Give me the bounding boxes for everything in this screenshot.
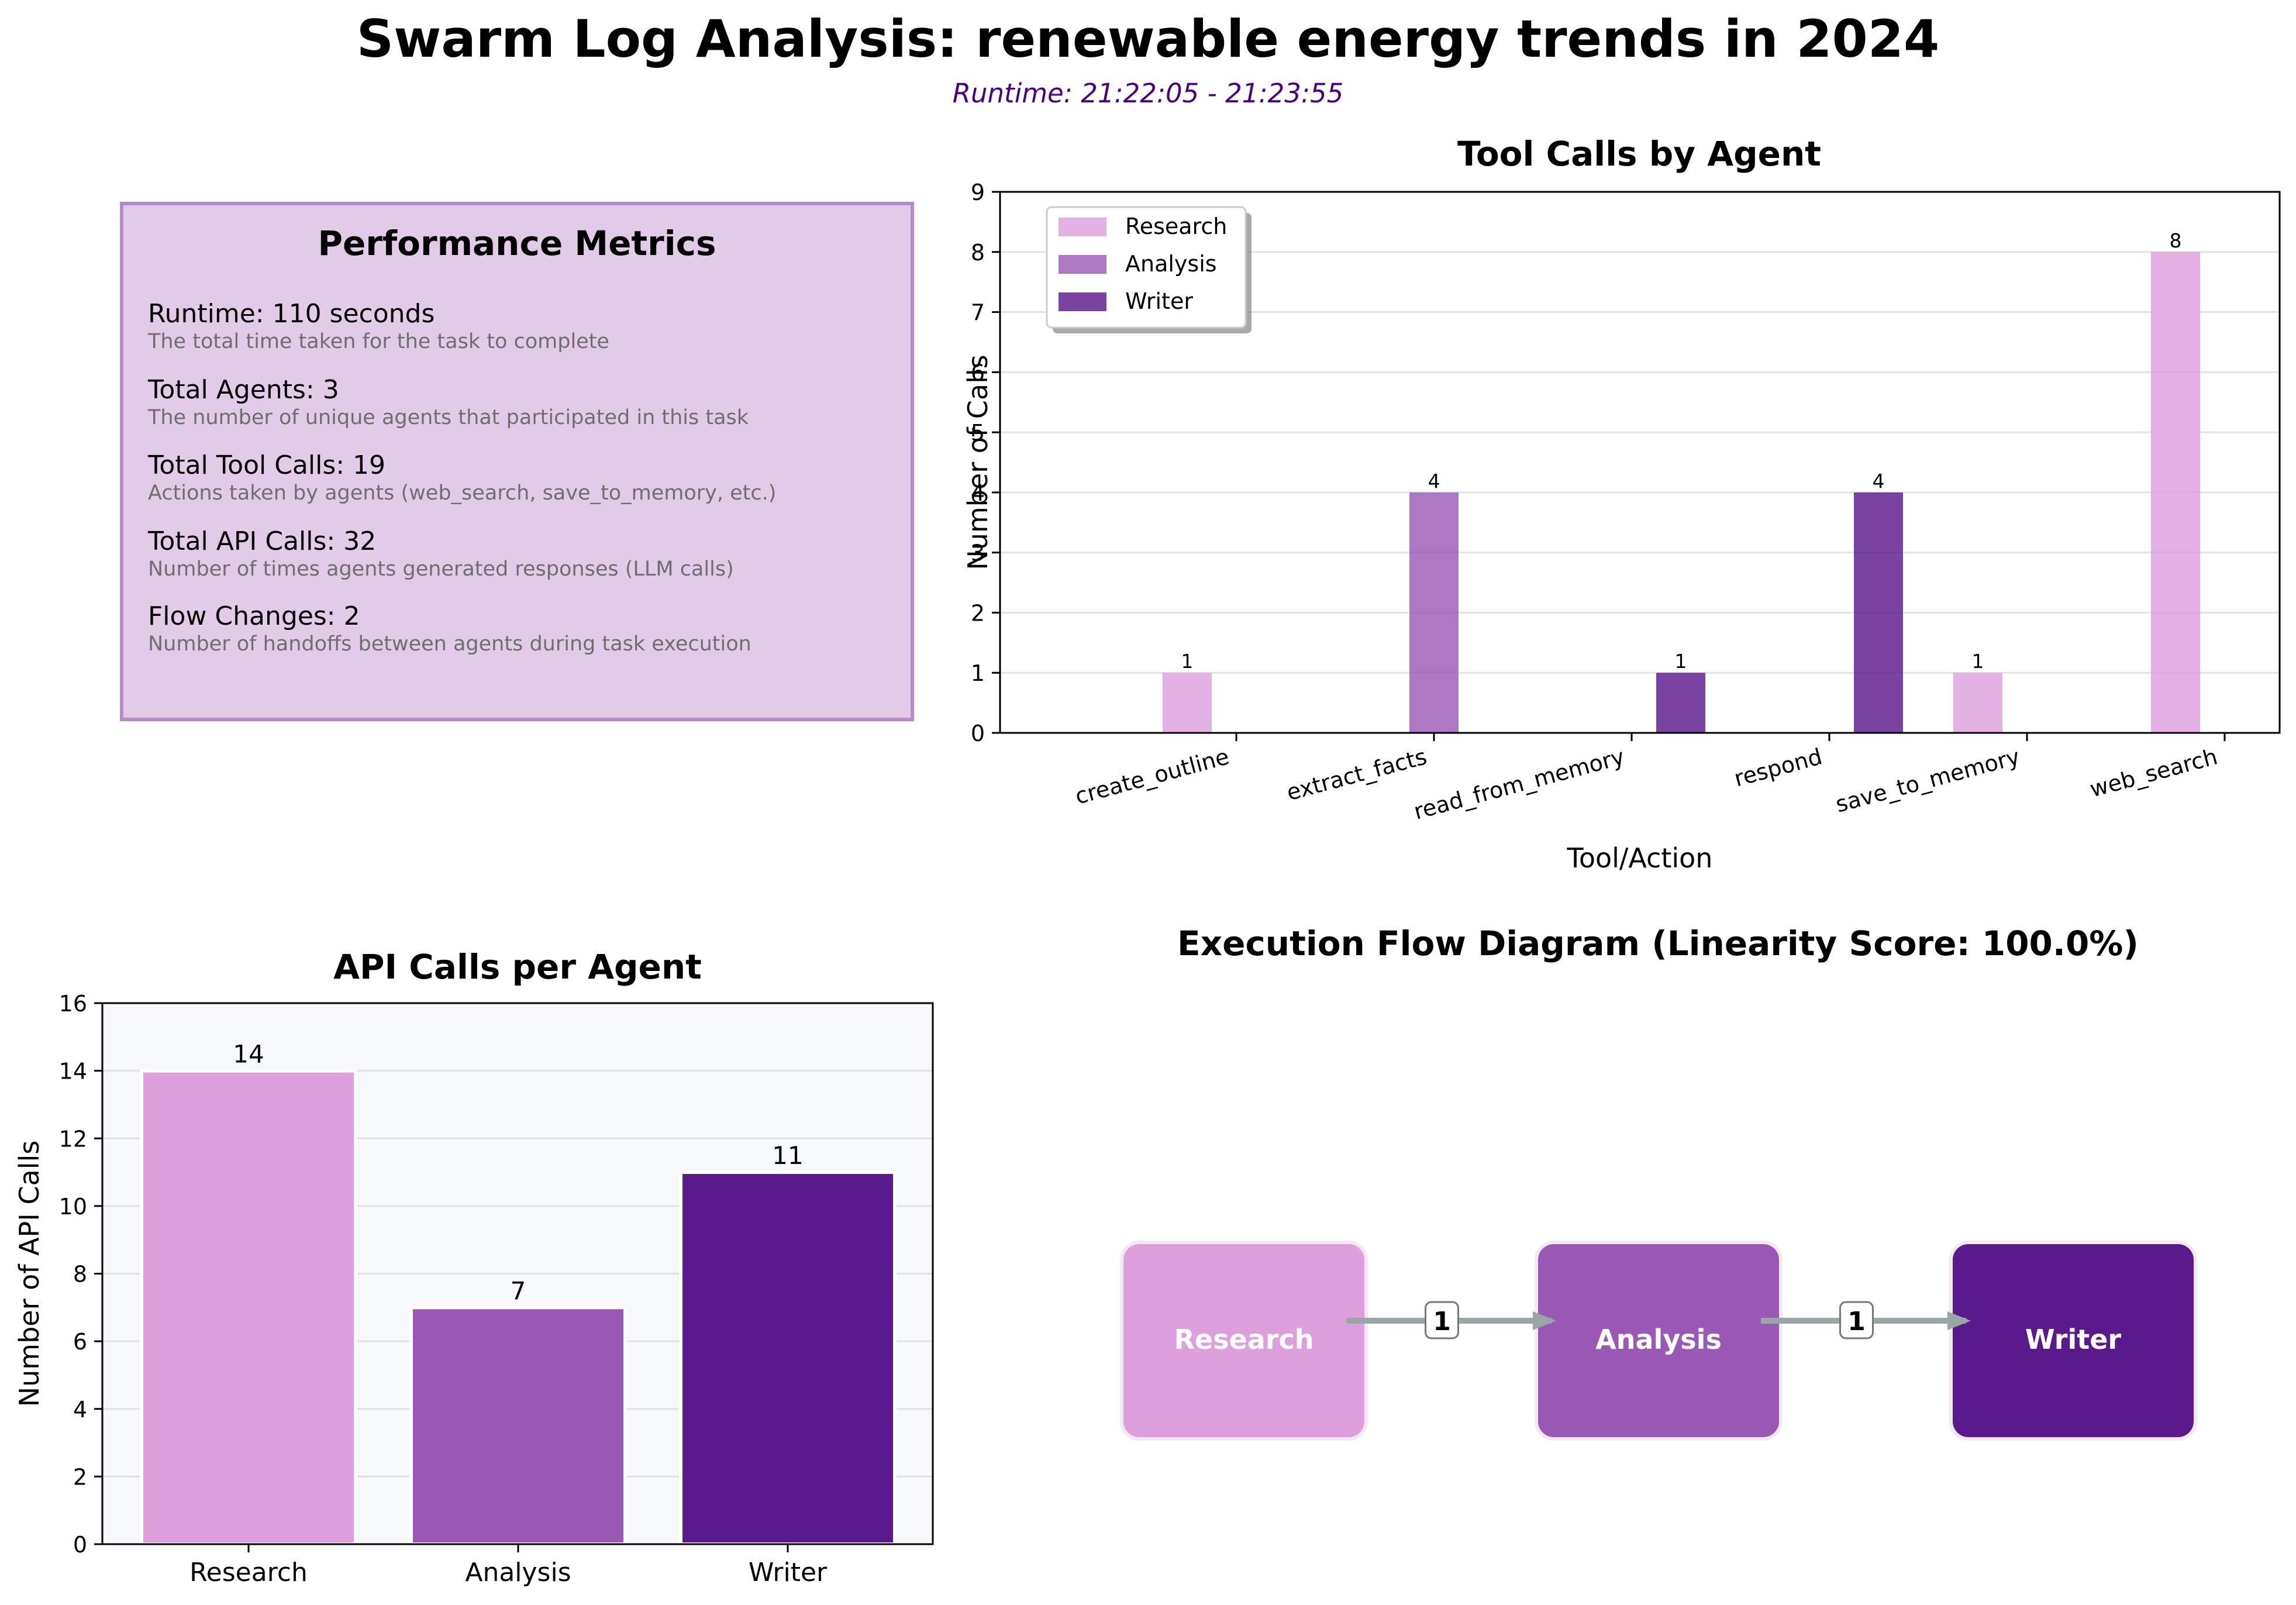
- metric-label: Total Agents: 3: [148, 375, 339, 405]
- y-tick-label: 12: [59, 1126, 87, 1152]
- y-tick-label: 0: [971, 721, 985, 746]
- y-tick-label: 6: [73, 1329, 87, 1355]
- metric-description: Number of times agents generated respons…: [148, 557, 734, 581]
- api-chart-title: API Calls per Agent: [333, 947, 702, 987]
- x-axis-label: Tool/Action: [1567, 842, 1713, 874]
- y-tick-label: 10: [59, 1194, 87, 1220]
- flow-node-writer: [1949, 1241, 2197, 1441]
- legend-swatch: [1059, 255, 1106, 274]
- bar-value-label: 8: [2170, 229, 2182, 252]
- tool-chart-title: Tool Calls by Agent: [1457, 134, 1822, 174]
- y-axis-label: Number of API Calls: [13, 1141, 45, 1407]
- flow-node-label: Writer: [2025, 1324, 2122, 1355]
- y-tick-label: 16: [59, 991, 87, 1017]
- x-tick-label: Writer: [749, 1558, 828, 1587]
- bar-writer: [1656, 673, 1705, 733]
- bar-analysis: [1409, 492, 1459, 733]
- bar-value-label: 1: [1972, 650, 1984, 673]
- metric-description: The number of unique agents that partici…: [148, 406, 749, 429]
- y-tick-label: 0: [73, 1532, 87, 1558]
- metric-total-tool-calls: Total Tool Calls: 19 Actions taken by ag…: [148, 450, 776, 505]
- flow-diagram-title: Execution Flow Diagram (Linearity Score:…: [1177, 924, 2139, 963]
- bar-value-label: 11: [772, 1141, 803, 1170]
- y-tick-label: 6: [971, 360, 985, 385]
- flow-node-research: [1120, 1241, 1368, 1441]
- bar-writer: [1854, 492, 1903, 733]
- metric-label: Total Tool Calls: 19: [148, 450, 386, 480]
- bar-value-label: 4: [1428, 470, 1440, 492]
- bar-value-label: 1: [1675, 650, 1687, 673]
- metric-runtime: Runtime: 110 seconds The total time take…: [148, 299, 609, 354]
- legend-label: Research: [1125, 213, 1227, 239]
- metric-label: Runtime: 110 seconds: [148, 299, 435, 329]
- metric-label: Flow Changes: 2: [148, 601, 360, 631]
- y-tick-label: 8: [971, 240, 985, 266]
- bar-analysis: [409, 1306, 627, 1546]
- y-tick-label: 14: [59, 1059, 87, 1084]
- bar-value-label: 14: [233, 1040, 264, 1069]
- metric-label: Total API Calls: 32: [148, 526, 377, 556]
- legend: Research Analysis Writer: [1046, 206, 1252, 333]
- y-tick-label: 8: [73, 1262, 87, 1287]
- legend-swatch: [1059, 292, 1106, 311]
- legend-label: Writer: [1125, 288, 1193, 314]
- y-tick-label: 5: [971, 420, 985, 446]
- metric-flow-changes: Flow Changes: 2 Number of handoffs betwe…: [148, 601, 751, 656]
- performance-metrics-panel: Performance Metrics Runtime: 110 seconds…: [120, 202, 914, 721]
- legend-swatch: [1059, 218, 1106, 236]
- x-tick-label: Analysis: [465, 1558, 571, 1587]
- bar-value-label: 1: [1181, 650, 1194, 673]
- metric-description: Number of handoffs between agents during…: [148, 632, 751, 656]
- bar-research: [1163, 673, 1212, 733]
- flow-node-label: Analysis: [1595, 1324, 1722, 1355]
- flow-edge-label-box: [1839, 1301, 1874, 1339]
- page-title: Swarm Log Analysis: renewable energy tre…: [356, 9, 1940, 69]
- bar-research: [140, 1069, 357, 1546]
- metric-description: The total time taken for the task to com…: [148, 330, 609, 353]
- bar-research: [1953, 673, 2002, 733]
- flow-edge-label: 1: [1847, 1307, 1866, 1337]
- metric-total-api-calls: Total API Calls: 32 Number of times agen…: [148, 526, 734, 581]
- y-tick-label: 4: [971, 480, 985, 506]
- bar-value-label: 4: [1873, 470, 1885, 492]
- flow-node-label: Research: [1174, 1324, 1314, 1355]
- plot-frame: [101, 1002, 934, 1545]
- y-tick-label: 2: [971, 600, 985, 626]
- metric-total-agents: Total Agents: 3 The number of unique age…: [148, 375, 749, 430]
- flow-edge-label: 1: [1433, 1307, 1451, 1337]
- metrics-title: Performance Metrics: [318, 223, 716, 263]
- y-tick-label: 7: [971, 300, 985, 326]
- bar-research: [2151, 252, 2200, 733]
- y-axis-label: Number of Calls: [962, 354, 994, 570]
- flow-edge-label-box: [1425, 1301, 1459, 1339]
- legend-label: Analysis: [1125, 251, 1217, 277]
- plot-frame: [999, 191, 2281, 734]
- runtime-subtitle: Runtime: 21:22:05 - 21:23:55: [952, 78, 1344, 109]
- metric-description: Actions taken by agents (web_search, sav…: [148, 481, 777, 505]
- x-tick-label: Research: [189, 1558, 308, 1587]
- y-tick-label: 4: [73, 1397, 87, 1423]
- y-tick-label: 9: [971, 180, 985, 205]
- y-tick-label: 2: [73, 1464, 87, 1490]
- flow-node-analysis: [1535, 1241, 1783, 1441]
- y-tick-label: 3: [971, 540, 985, 566]
- y-tick-label: 1: [971, 660, 985, 686]
- bar-value-label: 7: [511, 1276, 526, 1305]
